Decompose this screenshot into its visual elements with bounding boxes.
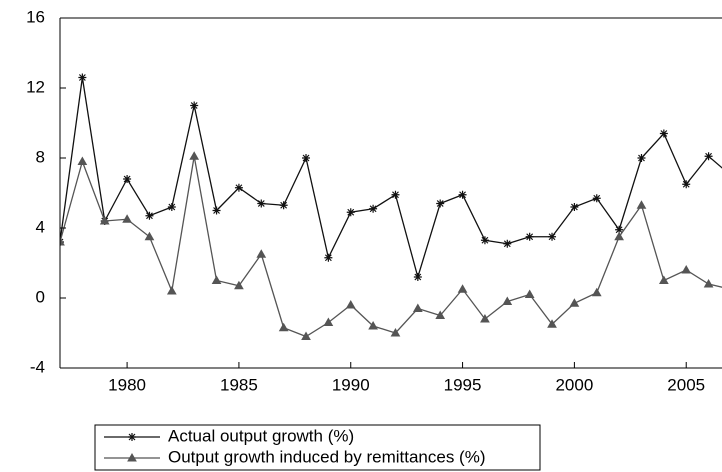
marker — [99, 215, 110, 225]
marker — [413, 273, 422, 281]
legend-label: Actual output growth (%) — [168, 426, 354, 445]
marker — [637, 154, 646, 162]
x-tick-label: 1980 — [108, 375, 146, 394]
marker — [390, 327, 401, 337]
marker — [123, 175, 132, 183]
marker — [524, 289, 535, 298]
marker — [480, 236, 489, 245]
y-tick-label: 8 — [36, 147, 45, 166]
marker — [301, 331, 311, 340]
marker — [324, 253, 333, 262]
marker — [60, 236, 65, 246]
marker — [569, 298, 580, 307]
marker — [78, 73, 87, 82]
marker — [234, 183, 243, 192]
series-line — [60, 156, 722, 338]
x-tick-label: 1995 — [444, 375, 482, 394]
marker — [189, 151, 200, 160]
marker — [591, 287, 602, 297]
marker — [212, 206, 221, 215]
marker — [502, 296, 513, 305]
marker — [659, 129, 668, 138]
marker — [436, 199, 445, 208]
marker — [279, 201, 288, 210]
marker — [457, 284, 468, 293]
legend-label: Output growth induced by remittances (%) — [168, 447, 485, 466]
marker — [256, 249, 267, 258]
marker — [278, 322, 289, 332]
marker — [615, 225, 624, 234]
y-tick-label: -4 — [30, 357, 45, 376]
marker — [636, 200, 647, 209]
y-tick-label: 16 — [26, 7, 45, 26]
marker — [346, 208, 355, 217]
marker — [345, 299, 356, 309]
series-line — [60, 77, 722, 280]
marker — [234, 280, 244, 290]
marker — [458, 190, 467, 199]
marker — [681, 264, 692, 274]
marker — [167, 203, 176, 211]
marker — [127, 452, 137, 462]
legend — [94, 424, 541, 471]
y-tick-label: 4 — [36, 217, 45, 236]
marker — [548, 232, 557, 241]
marker — [368, 320, 378, 330]
marker — [323, 317, 334, 326]
marker — [614, 231, 624, 241]
marker — [302, 154, 311, 162]
marker — [257, 199, 266, 208]
marker — [144, 231, 155, 241]
marker — [211, 275, 222, 284]
marker — [190, 101, 199, 110]
x-tick-label: 1985 — [220, 375, 258, 394]
marker — [480, 313, 490, 323]
marker — [145, 211, 154, 220]
plot-area — [60, 73, 722, 340]
marker — [704, 152, 713, 161]
marker — [77, 156, 88, 165]
x-tick-label: 2000 — [555, 375, 593, 394]
marker — [369, 204, 378, 213]
marker — [682, 180, 691, 189]
marker — [503, 239, 512, 248]
marker — [547, 319, 557, 328]
marker — [658, 275, 669, 284]
x-tick-label: 2005 — [667, 375, 705, 394]
marker — [122, 214, 132, 223]
marker — [412, 303, 423, 312]
marker — [166, 285, 177, 295]
marker — [570, 203, 579, 211]
marker — [525, 232, 534, 241]
marker — [703, 278, 714, 288]
x-tick-label: 1990 — [332, 375, 370, 394]
marker — [592, 194, 601, 203]
marker — [435, 310, 446, 319]
y-tick-label: 12 — [26, 77, 45, 96]
marker — [391, 190, 400, 199]
y-tick-label: 0 — [36, 287, 45, 306]
marker — [128, 433, 136, 441]
